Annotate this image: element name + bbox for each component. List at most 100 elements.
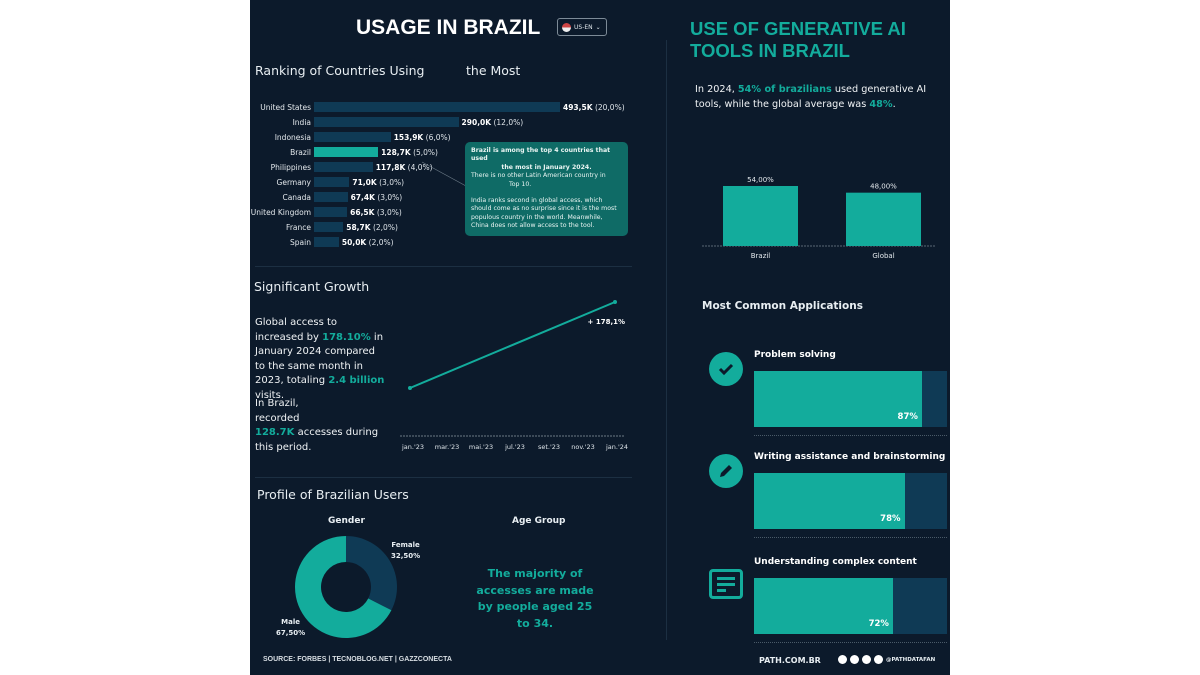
text: In Brazil, xyxy=(255,398,299,409)
country-label: Germany xyxy=(276,178,311,187)
female-label: Female 32,50% xyxy=(391,540,420,562)
application-bar[interactable]: 78% xyxy=(754,473,947,529)
text: in January 2024 compared to the same mon… xyxy=(255,331,384,387)
country-row: United Kingdom 66,5K (3,0%) xyxy=(250,207,650,219)
text: accesses during this period. xyxy=(255,427,379,453)
application-label: Problem solving xyxy=(754,350,836,360)
country-value: 493,5K (20,0%) xyxy=(563,103,625,112)
country-bar[interactable] xyxy=(314,237,339,247)
application-percent: 72% xyxy=(868,619,889,629)
country-value: 290,0K (12,0%) xyxy=(461,118,524,127)
compare-bar[interactable] xyxy=(723,186,798,246)
country-bar[interactable] xyxy=(314,222,344,232)
ranking-title-part1: Ranking of Countries Using xyxy=(255,63,425,78)
tooltip-line: the most in January 2024. xyxy=(501,163,592,171)
country-label: United States xyxy=(260,103,311,112)
female-slice xyxy=(346,536,397,611)
highlight: 54% of brazilians xyxy=(737,84,832,95)
site-link[interactable]: PATH.COM.BR xyxy=(759,656,821,665)
text: TOOLS IN BRAZIL xyxy=(690,40,850,61)
country-row: Germany 71,0K (3,0%) xyxy=(250,177,650,189)
x-tick-label: nov.'23 xyxy=(571,443,595,451)
compare-bar[interactable] xyxy=(846,192,921,246)
application-bar[interactable]: 72% xyxy=(754,578,947,634)
tooltip-line: There is no other Latin American country… xyxy=(471,172,606,180)
country-value: 50,0K (2,0%) xyxy=(341,238,394,247)
divider xyxy=(255,266,632,267)
growth-label: + 178,1% xyxy=(588,318,625,326)
compare-value-label: 48,00% xyxy=(870,183,897,191)
text: In 2024, xyxy=(695,84,738,95)
intro-text: In 2024, 54% of brazilians used generati… xyxy=(695,83,945,112)
country-row: Brazil 128,7K (5,0%) xyxy=(250,147,650,159)
country-label: India xyxy=(292,118,311,127)
application-bar[interactable]: 87% xyxy=(754,371,947,427)
divider xyxy=(255,477,632,478)
country-label: Indonesia xyxy=(274,133,311,142)
country-row: United States 493,5K (20,0%) xyxy=(250,102,650,114)
instagram-icon[interactable] xyxy=(850,655,859,664)
facebook-icon[interactable] xyxy=(874,655,883,664)
growth-percent: 178.10% xyxy=(322,331,371,343)
country-value: 117,8K (4,0%) xyxy=(375,163,433,172)
growth-title: Significant Growth xyxy=(254,279,370,294)
language-label: US-EN xyxy=(574,23,593,31)
divider xyxy=(754,537,947,538)
application-bar-fill: 87% xyxy=(754,371,922,427)
compare-value-label: 54,00% xyxy=(747,176,774,184)
text: increased by xyxy=(255,331,323,343)
brazil-accesses: 128.7K xyxy=(255,427,295,438)
highlight: 48% xyxy=(869,98,893,110)
linkedin-icon[interactable] xyxy=(862,655,871,664)
application-label: Understanding complex content xyxy=(754,557,917,567)
compare-category-label: Global xyxy=(872,252,894,260)
x-tick-label: jul.'23 xyxy=(504,443,525,451)
tooltip-line: Brazil is among the top 4 countries that… xyxy=(471,147,611,163)
male-slice xyxy=(295,536,392,638)
text: Global access to xyxy=(255,317,337,328)
age-group-title: Age Group xyxy=(512,516,566,526)
country-value: 66,5K (3,0%) xyxy=(350,208,402,217)
tooltip-connector xyxy=(421,161,467,187)
tooltip-paragraph: India ranks second in global access, whi… xyxy=(471,197,617,230)
social-links: @PATHDATAFAN xyxy=(838,655,935,664)
divider xyxy=(754,435,947,436)
application-label: Writing assistance and brainstorming xyxy=(754,452,946,462)
country-bar[interactable] xyxy=(314,177,350,187)
apps-title: Most Common Applications xyxy=(702,300,863,312)
end-point xyxy=(613,300,617,304)
text: visits. xyxy=(255,389,284,401)
country-bar[interactable] xyxy=(314,192,348,202)
country-label: Philippines xyxy=(270,163,311,172)
source-text: SOURCE: FORBES | TECNOBLOG.NET | GAZZCON… xyxy=(263,656,452,663)
country-row: India 290,0K (12,0%) xyxy=(250,117,650,129)
country-bar[interactable] xyxy=(314,162,373,172)
country-label: France xyxy=(286,223,311,232)
divider xyxy=(754,642,947,643)
growth-paragraph-1: Global access to increased by 178.10% in… xyxy=(255,316,385,403)
growth-line-chart: + 178,1% jan.'23 mar.'23 mai.'23 jul.'23 set… xyxy=(400,300,628,451)
twitter-icon[interactable] xyxy=(838,655,847,664)
x-tick-label: jan.'24 xyxy=(605,443,628,451)
check-circle-icon xyxy=(709,352,743,386)
text: recorded xyxy=(255,412,300,424)
us-flag-icon xyxy=(562,22,571,32)
growth-line xyxy=(409,301,616,389)
gender-donut-chart xyxy=(295,536,397,638)
text: used generative AI tools, while the glob… xyxy=(695,84,927,110)
country-bar[interactable] xyxy=(314,147,379,157)
country-label: United Kingdom xyxy=(250,208,311,217)
text: USE OF GENERATIVE AI xyxy=(690,18,906,39)
country-bar[interactable] xyxy=(314,132,391,142)
country-bar[interactable] xyxy=(314,102,560,112)
country-label: Spain xyxy=(290,238,311,247)
chevron-down-icon: ⌄ xyxy=(595,23,601,31)
compare-category-label: Brazil xyxy=(751,252,771,260)
country-bar[interactable] xyxy=(314,207,348,217)
language-selector[interactable]: US-EN ⌄ xyxy=(557,18,607,36)
tooltip-line: Top 10. xyxy=(509,180,532,188)
country-bar[interactable] xyxy=(314,117,459,127)
brazil-vs-global-chart: 54,00% Brazil 48,00% Global xyxy=(702,176,935,260)
country-label: Brazil xyxy=(290,148,311,157)
text: Female xyxy=(391,541,420,549)
